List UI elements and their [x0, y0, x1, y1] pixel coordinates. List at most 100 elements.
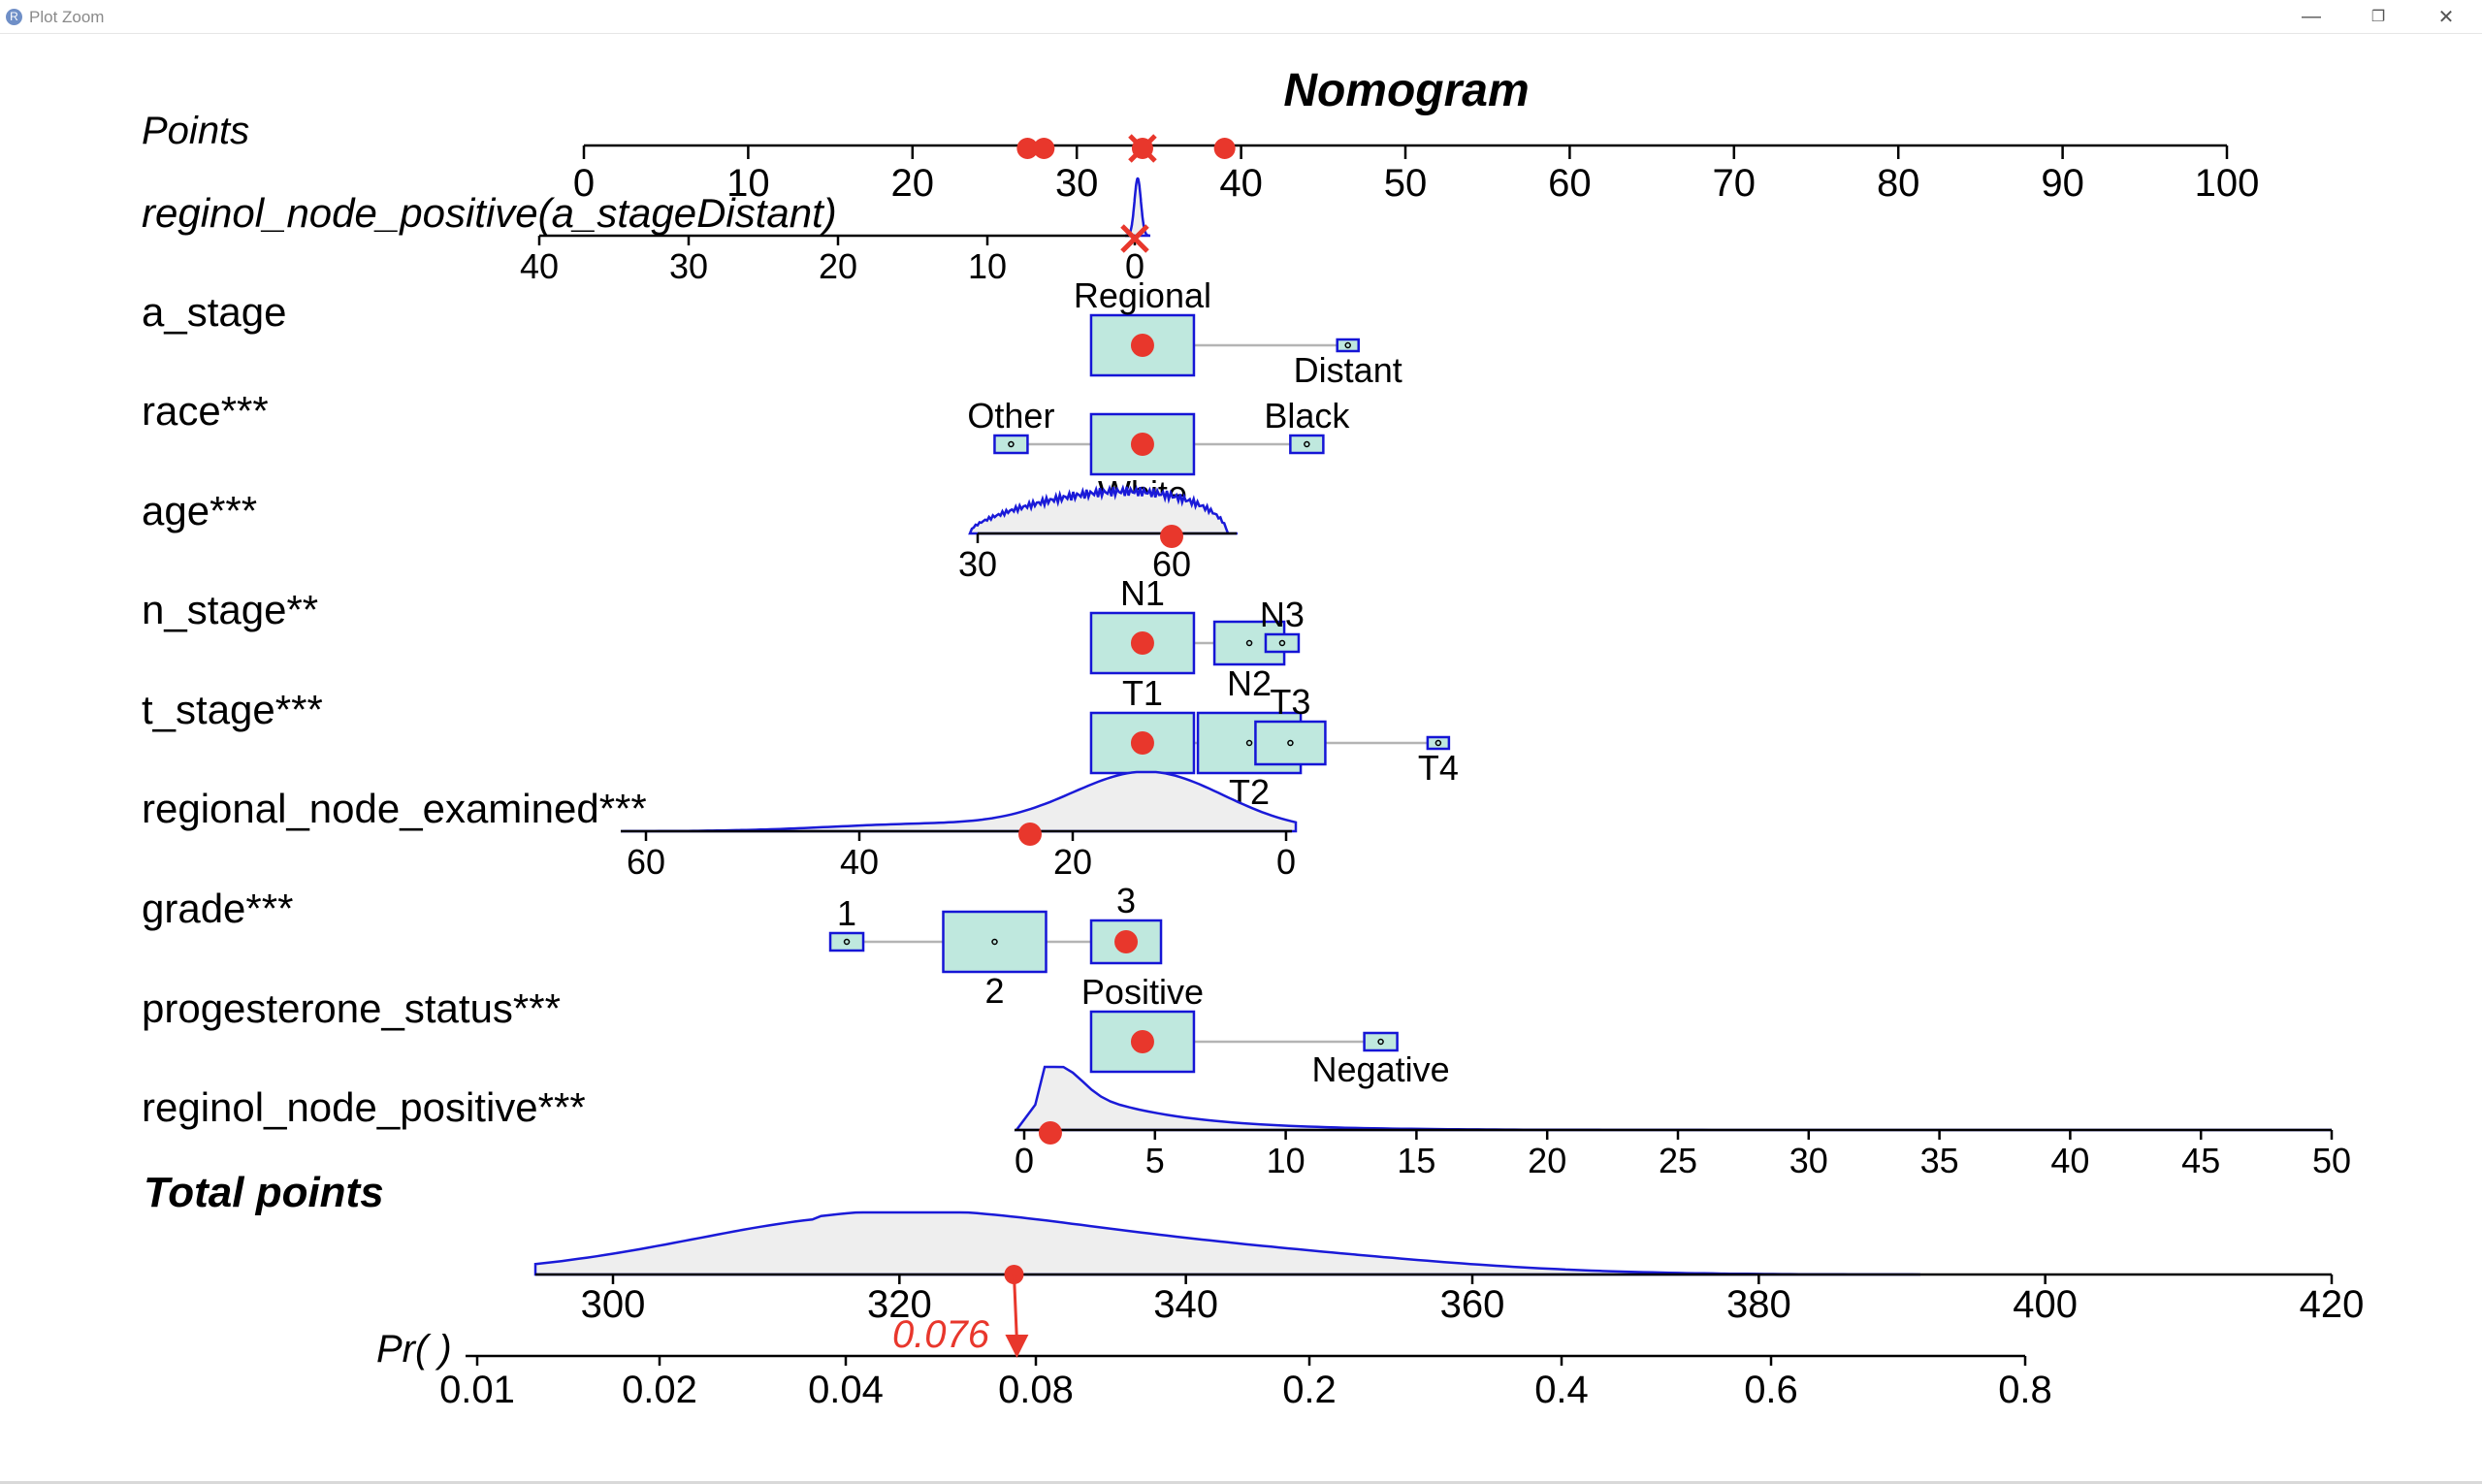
- level-label-negative: Negative: [1312, 1049, 1450, 1089]
- points-axis-tick-label: 20: [891, 162, 935, 205]
- variable-axis-tick-label: 40: [520, 246, 559, 286]
- level-center-mark: [1287, 739, 1294, 747]
- points-axis-tick-label: 100: [2195, 162, 2260, 205]
- variable-label-n-stage: n_stage**: [142, 587, 318, 632]
- variable-axis-tick-label: 0: [1125, 246, 1144, 286]
- variable-value-dot: [1018, 823, 1042, 846]
- probability-tick-label: 0.8: [1998, 1369, 2052, 1411]
- density-curve-age: [968, 484, 1238, 535]
- total-points-tick-label: 420: [2300, 1283, 2365, 1326]
- level-label-n1: N1: [1120, 573, 1165, 613]
- minimize-button[interactable]: —: [2302, 5, 2321, 27]
- variable-axis-tick-label: 50: [2312, 1141, 2351, 1180]
- level-label-t4: T4: [1418, 748, 1459, 788]
- level-center-mark: [1245, 739, 1253, 747]
- variable-label-race: race***: [142, 388, 269, 434]
- level-selected-dot: [1130, 731, 1154, 755]
- level-label-3: 3: [1116, 881, 1136, 920]
- variable-axis-tick-label: 30: [958, 544, 997, 584]
- level-center-mark: [1008, 440, 1015, 448]
- variable-axis-tick-label: 20: [819, 246, 857, 286]
- total-points-label: Total points: [144, 1169, 384, 1216]
- chart-title: Nomogram: [1283, 65, 1529, 116]
- density-curve-reginol-node-positive: [1014, 1065, 2332, 1132]
- variable-axis-tick-label: 60: [1152, 544, 1191, 584]
- level-box-n-stage-n3: [1264, 632, 1301, 654]
- level-label-other: Other: [967, 396, 1054, 436]
- variable-axis-tick-label: 15: [1397, 1141, 1435, 1180]
- variable-label-reginol-node-positive-a-stagedistant: reginol_node_positive(a_stageDistant): [142, 190, 837, 236]
- level-center-mark: [1377, 1038, 1384, 1046]
- close-button[interactable]: ✕: [2437, 6, 2455, 28]
- r-app-icon: R: [6, 9, 22, 25]
- prediction-arrow-head: [1005, 1335, 1029, 1358]
- restore-button[interactable]: ❐: [2370, 9, 2386, 25]
- level-selected-dot: [1130, 334, 1154, 357]
- level-label-2: 2: [984, 971, 1004, 1011]
- variable-axis-tick-label: 60: [627, 842, 665, 882]
- points-axis-tick-label: 70: [1713, 162, 1757, 205]
- total-points-tick-label: 380: [1726, 1283, 1791, 1326]
- level-box-a-stage-distant: [1336, 338, 1360, 353]
- probability-tick-label: 0.01: [439, 1369, 515, 1411]
- points-axis-tick-label: 80: [1877, 162, 1920, 205]
- level-center-mark: [1434, 739, 1442, 747]
- variable-axis-tick-label: 25: [1659, 1141, 1697, 1180]
- points-axis-tick-label: 30: [1055, 162, 1099, 205]
- level-center-mark: [991, 938, 998, 946]
- level-label-1: 1: [837, 893, 856, 933]
- total-points-tick-label: 320: [867, 1283, 932, 1326]
- level-label-positive: Positive: [1081, 972, 1204, 1012]
- points-marker-dot: [1033, 138, 1055, 159]
- variable-label-progesterone-status: progesterone_status***: [142, 985, 561, 1031]
- variable-label-age: age***: [142, 488, 257, 533]
- level-center-mark: [1278, 639, 1286, 647]
- level-label-n2: N2: [1227, 663, 1272, 703]
- points-axis-tick-label: 40: [1219, 162, 1263, 205]
- variable-value-dot: [1038, 1121, 1062, 1145]
- probability-tick-label: 0.04: [808, 1369, 884, 1411]
- points-axis-tick-label: 0: [573, 162, 595, 205]
- points-label: Points: [142, 110, 249, 152]
- variable-axis-tick-label: 35: [1920, 1141, 1959, 1180]
- level-center-mark: [1344, 341, 1351, 349]
- variable-axis-tick-label: 10: [1267, 1141, 1305, 1180]
- level-box-t-stage-t3: [1254, 720, 1327, 766]
- level-label-black: Black: [1264, 396, 1350, 436]
- nomogram-chart: Nomogram Points Total points Pr( ) 328 0…: [142, 65, 2365, 1411]
- level-label-t3: T3: [1270, 682, 1310, 722]
- level-selected-dot: [1130, 631, 1154, 655]
- variable-axis-tick-label: 0: [1015, 1141, 1034, 1180]
- probability-value-label: 0.076: [892, 1313, 990, 1356]
- probability-tick-label: 0.08: [998, 1369, 1074, 1411]
- level-selected-dot: [1130, 433, 1154, 456]
- window-titlebar: R Plot Zoom — ❐ ✕: [0, 0, 2482, 34]
- level-label-distant: Distant: [1294, 350, 1402, 390]
- level-label-regional: Regional: [1074, 275, 1211, 315]
- variable-label-reginol-node-positive: reginol_node_positive***: [142, 1084, 586, 1130]
- level-center-mark: [1245, 639, 1253, 647]
- points-axis-tick-label: 50: [1384, 162, 1428, 205]
- variable-axis-tick-label: 40: [840, 842, 879, 882]
- probability-tick-label: 0.4: [1534, 1369, 1589, 1411]
- level-center-mark: [843, 938, 851, 946]
- level-selected-dot: [1114, 930, 1139, 953]
- variable-axis-tick-label: 20: [1053, 842, 1092, 882]
- density-curve-regional-node-examined: [620, 770, 1298, 833]
- points-marker-dot: [1213, 138, 1236, 159]
- variable-label-regional-node-examined: regional_node_examined***: [142, 786, 647, 831]
- prediction-arrow-shaft: [1012, 1274, 1018, 1341]
- level-label-t1: T1: [1122, 673, 1163, 713]
- level-box-grade-2: [942, 910, 1048, 974]
- variable-axis-tick-label: 45: [2181, 1141, 2220, 1180]
- total-points-tick-label: 340: [1153, 1283, 1218, 1326]
- probability-tick-label: 0.6: [1744, 1369, 1798, 1411]
- points-marker-dot: [1016, 138, 1039, 159]
- total-points-tick-label: 300: [581, 1283, 646, 1326]
- level-selected-dot: [1130, 1030, 1154, 1053]
- variable-axis-tick-label: 20: [1528, 1141, 1566, 1180]
- probability-tick-label: 0.02: [622, 1369, 697, 1411]
- points-axis-tick-label: 90: [2041, 162, 2084, 205]
- variable-value-cross: [1120, 224, 1149, 253]
- level-label-n3: N3: [1260, 595, 1305, 634]
